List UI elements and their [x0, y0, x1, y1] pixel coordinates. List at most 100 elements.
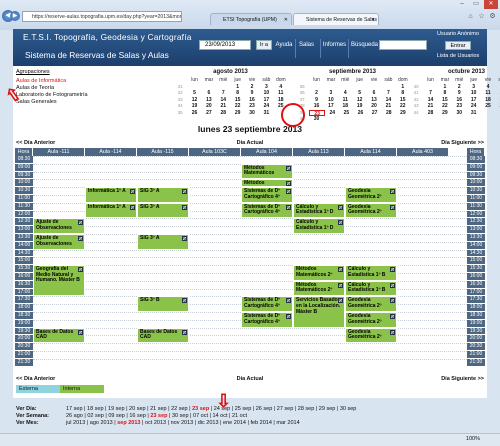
booking-entry[interactable]: Geografía del Medio Natural y Humano. Má…	[33, 265, 85, 297]
date-input[interactable]: 23/09/2013	[199, 40, 251, 50]
calendar-day[interactable]: 16	[249, 96, 255, 103]
calendar-day[interactable]: 23	[309, 109, 326, 117]
maximize-icon[interactable]: ▭	[473, 1, 479, 7]
area-item-salas-generales[interactable]: Salas Generales	[16, 99, 57, 105]
calendar-day[interactable]: 4	[343, 90, 347, 96]
calendar-day[interactable]: 11	[278, 90, 284, 96]
booking-entry[interactable]: Geodesia Geométrica 2º ↻	[345, 327, 397, 344]
menu-informes[interactable]: Informes	[320, 39, 348, 58]
calendar-day[interactable]: 15	[442, 96, 448, 103]
booking-entry[interactable]: Geodesia Geométrica 2º ↻	[345, 187, 397, 203]
period-link[interactable]: 29 sep	[318, 406, 336, 412]
prev-day-link-bottom[interactable]: << Día Anterior	[16, 376, 56, 382]
period-link[interactable]: 19 sep	[108, 406, 125, 412]
booking-entry[interactable]: Cálculo y Estadística 1º B ↻	[345, 265, 397, 281]
period-link[interactable]: 16 sep	[129, 413, 146, 419]
period-link[interactable]: oct 2013	[144, 420, 167, 426]
calendar-day[interactable]: 16	[313, 103, 320, 109]
booking-entry[interactable]: Geodesia Geométrica 2º ↻	[345, 202, 397, 219]
booking-entry[interactable]: Bases de Datos CAD ↻	[137, 327, 189, 344]
calendar-day[interactable]: 1	[236, 83, 240, 90]
period-link[interactable]: 26 ago	[66, 413, 83, 419]
next-day-link-bottom[interactable]: Día Siguiente >>	[441, 376, 484, 382]
calendar-day[interactable]: 29	[442, 109, 448, 116]
calendar-day[interactable]: 15	[400, 96, 406, 103]
go-button[interactable]: Ir a	[256, 40, 272, 50]
calendar-day[interactable]: 20	[206, 103, 212, 109]
room-header[interactable]: Aula -111	[33, 148, 85, 156]
calendar-day[interactable]: 23	[456, 103, 463, 109]
period-link[interactable]: jul 2013	[66, 420, 86, 426]
calendar-day[interactable]: 10	[470, 90, 477, 96]
areas-title[interactable]: Agrupaciones	[16, 69, 50, 75]
calendar-day[interactable]: 7	[429, 90, 432, 96]
room-header[interactable]: Aula 103C	[189, 148, 241, 156]
booking-entry[interactable]: SIG 3º A ↻	[137, 234, 189, 250]
calendar-day[interactable]: 23	[249, 103, 255, 109]
search-input[interactable]	[379, 40, 427, 50]
site-title[interactable]: E.T.S.I. Topografía, Geodesia y Cartogra…	[23, 32, 192, 42]
calendar-day[interactable]: 18	[485, 96, 491, 103]
calendar-day[interactable]: 26	[191, 109, 198, 116]
period-link[interactable]: feb 2014	[250, 420, 272, 426]
booking-entry[interactable]: Ajuste de Observaciones ↻	[33, 234, 85, 250]
calendar-day[interactable]: 6	[372, 90, 376, 96]
calendar-day[interactable]: 24	[470, 103, 477, 109]
calendar-day[interactable]: 29	[400, 109, 406, 116]
period-link[interactable]: sep 2013	[117, 420, 141, 426]
calendar-day[interactable]: 5	[358, 90, 362, 96]
room-header[interactable]: Aula 104	[241, 148, 293, 156]
current-day-link[interactable]: Día Actual	[236, 140, 264, 146]
period-link[interactable]: 28 sep	[297, 406, 315, 412]
booking-entry[interactable]: Métodos Matemáticos 2º ↻	[293, 265, 345, 281]
calendar-day[interactable]: 16	[456, 96, 463, 103]
calendar-day[interactable]: 13	[206, 96, 212, 103]
calendar-day[interactable]: 12	[191, 96, 198, 103]
calendar-day[interactable]: 14	[427, 96, 434, 103]
booking-entry[interactable]: SIG 3º A ↻	[137, 202, 189, 219]
booking-entry[interactable]: Cálculo y Estadística 1º D ↻	[293, 218, 345, 234]
calendar-day[interactable]: 8	[401, 90, 405, 96]
area-item-informatica[interactable]: Aulas de Informática	[16, 78, 67, 84]
calendar-day[interactable]: 13	[371, 96, 377, 103]
calendar-day[interactable]: 22	[442, 103, 448, 109]
calendar-day[interactable]: 27	[206, 109, 212, 116]
period-link[interactable]: mar 2014	[276, 420, 300, 426]
calendar-day[interactable]: 2	[250, 83, 254, 90]
booking-entry[interactable]: Bases de Datos CAD ↻	[33, 327, 85, 344]
period-link[interactable]: 09 sep	[108, 413, 125, 419]
zoom-level[interactable]: 100%	[465, 436, 480, 442]
close-icon[interactable]: ✕	[283, 17, 288, 23]
booking-entry[interactable]: Informática 1º A ↻	[85, 187, 137, 203]
booking-entry[interactable]: Geodesia Geométrica 2º ↻	[345, 312, 397, 328]
star-icon[interactable]: ☆	[478, 13, 485, 20]
calendar-day[interactable]: 24	[329, 109, 336, 116]
calendar-day[interactable]: 7	[221, 90, 225, 96]
booking-entry[interactable]: Sistemas de Dº Cartográfico 4º ↻	[241, 312, 293, 328]
booking-entry[interactable]: Servicios Basados en la Localización. Má…	[293, 296, 345, 328]
calendar-day[interactable]: 30	[313, 116, 320, 122]
period-link[interactable]: dic 2013	[197, 420, 219, 426]
booking-entry[interactable]: Métodos Matemáticos ↻	[241, 179, 293, 188]
calendar-day[interactable]: 2	[457, 83, 461, 90]
browser-tab-1[interactable]: ETSI Topografía (UPM) ✕	[210, 13, 292, 25]
period-link[interactable]: 02 sep	[87, 413, 104, 419]
calendar-day[interactable]: 27	[371, 109, 378, 116]
calendar-day[interactable]: 11	[485, 90, 491, 96]
calendar-day[interactable]: 24	[263, 103, 270, 109]
calendar-day[interactable]: 29	[234, 109, 241, 116]
home-icon[interactable]: ⌂	[468, 13, 473, 20]
calendar-day[interactable]: 28	[220, 109, 227, 116]
calendar-day[interactable]: 4	[486, 83, 490, 90]
calendar-day[interactable]: 28	[427, 109, 434, 116]
calendar-day[interactable]: 17	[470, 96, 477, 103]
period-link[interactable]: 23 sep	[192, 406, 210, 412]
calendar-day[interactable]: 7	[387, 90, 390, 96]
gear-icon[interactable]: ⚙	[489, 13, 496, 20]
browser-tab-2[interactable]: Sistema de Reservas de Salas ✕	[293, 13, 379, 25]
calendar-day[interactable]: 21	[427, 103, 434, 109]
period-link[interactable]: 22 sep	[171, 406, 188, 412]
calendar-day[interactable]: 1	[443, 83, 447, 90]
calendar-day[interactable]: 11	[342, 96, 348, 103]
booking-entry[interactable]: Geodesia Geométrica 2º ↻	[345, 296, 397, 312]
